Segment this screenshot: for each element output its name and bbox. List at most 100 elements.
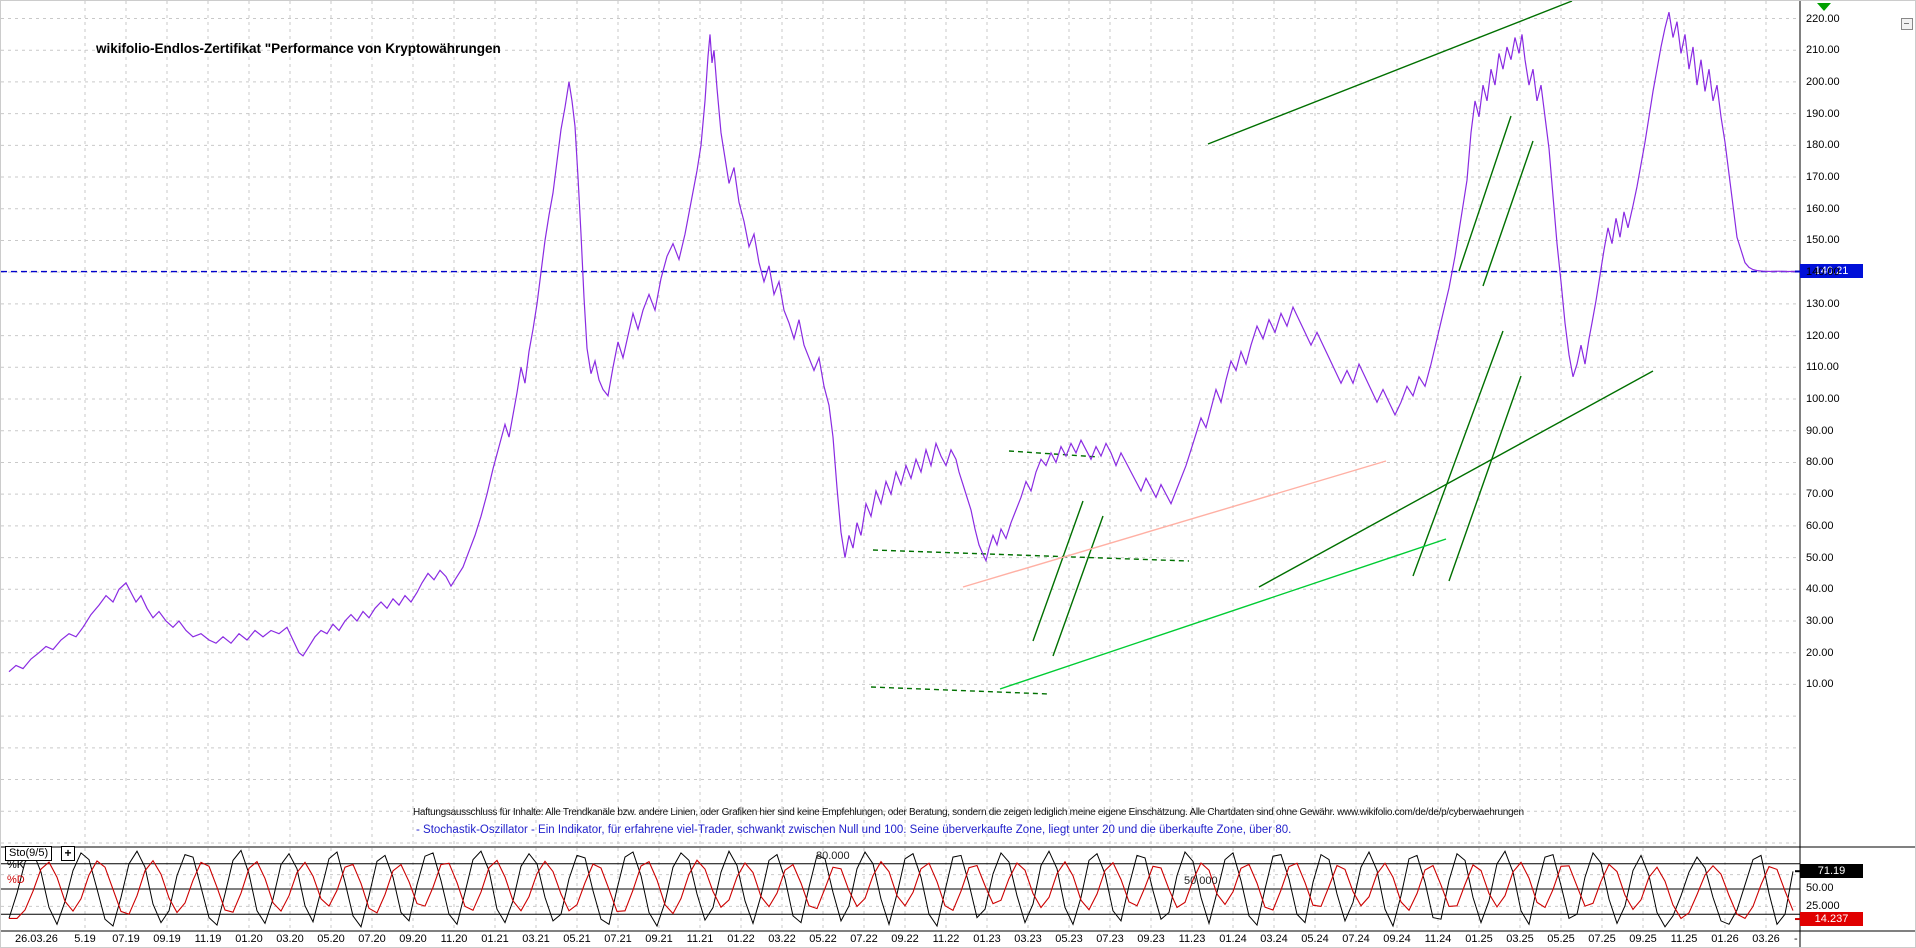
date-tick-label: 11.20 xyxy=(440,933,468,945)
trend-line-dark_green xyxy=(1448,375,1522,582)
trend-line-bright_green xyxy=(999,538,1447,690)
price-tick-label: 30.00 xyxy=(1806,614,1834,627)
date-tick-label: 01.23 xyxy=(973,933,1001,945)
minimize-icon[interactable] xyxy=(1901,18,1913,30)
date-tick-label: 07.22 xyxy=(850,933,878,945)
current-price-badge: 140.21 xyxy=(1800,264,1863,278)
price-line-series xyxy=(8,12,1795,673)
percent-d-value-badge: 14.237 xyxy=(1800,912,1863,926)
date-tick-label: 05.25 xyxy=(1547,933,1575,945)
disclaimer-text: Haftungsausschluss für Inhalte: Alle Tre… xyxy=(413,807,1524,818)
date-tick-label: 05.24 xyxy=(1301,933,1329,945)
price-tick-label: 60.00 xyxy=(1806,519,1834,532)
date-tick-label: 05.22 xyxy=(809,933,837,945)
green-triangle-marker xyxy=(1817,3,1831,11)
date-tick-label: 09.22 xyxy=(891,933,919,945)
trend-line-dark_green xyxy=(1032,500,1084,642)
date-tick-label: 03.21 xyxy=(522,933,550,945)
percent-k-legend: %K xyxy=(7,859,25,871)
price-tick-label: 170.00 xyxy=(1806,171,1840,184)
axis-end-label: - xyxy=(1794,933,1798,945)
date-tick-label: 07.21 xyxy=(604,933,632,945)
stochastic-axis-50-label: 50.00 xyxy=(1806,882,1834,894)
price-tick-label: 50.00 xyxy=(1806,551,1834,564)
price-tick-label: 90.00 xyxy=(1806,424,1834,437)
date-tick-label: 03.20 xyxy=(276,933,304,945)
date-tick-label: 11.24 xyxy=(1424,933,1452,945)
trend-line-dark_green xyxy=(1207,1,1573,145)
price-tick-label: 40.00 xyxy=(1806,583,1834,596)
date-tick-label: 07.19 xyxy=(112,933,140,945)
date-tick-label: 05.23 xyxy=(1055,933,1083,945)
date-tick-label: 11.21 xyxy=(686,933,714,945)
date-tick-label: 03.26 xyxy=(1752,933,1780,945)
trend-line-salmon xyxy=(962,460,1387,588)
date-tick-label: 09.21 xyxy=(645,933,673,945)
trend-line-dark_green xyxy=(870,686,1050,695)
date-tick-label: 03.24 xyxy=(1260,933,1288,945)
price-tick-label: 20.00 xyxy=(1806,646,1834,659)
date-tick-label: 09.19 xyxy=(153,933,181,945)
date-tick-label: 07.20 xyxy=(358,933,386,945)
axis-start-date-label: 26.03.26 xyxy=(15,933,58,945)
price-tick-label: 70.00 xyxy=(1806,488,1834,501)
stochastic-level-50-label: 50.000 xyxy=(1184,875,1218,887)
date-tick-label: 01.21 xyxy=(481,933,509,945)
date-tick-label: 01.24 xyxy=(1219,933,1247,945)
date-tick-label: 05.21 xyxy=(563,933,591,945)
chart-title: wikifolio-Endlos-Zertifikat "Performance… xyxy=(96,41,501,56)
date-tick-label: 03.22 xyxy=(768,933,796,945)
date-tick-label: 11.25 xyxy=(1670,933,1698,945)
price-tick-label: 120.00 xyxy=(1806,329,1840,342)
date-tick-label: 11.22 xyxy=(932,933,960,945)
trend-line-dark_green xyxy=(1458,115,1512,272)
date-tick-label: 01.20 xyxy=(235,933,263,945)
date-tick-label: 09.25 xyxy=(1629,933,1657,945)
date-tick-label: 01.26 xyxy=(1711,933,1739,945)
trend-line-dark_green xyxy=(1052,515,1104,657)
trend-line-dark_green xyxy=(1008,450,1100,458)
trend-line-dark_green xyxy=(872,549,1190,562)
price-tick-label: 100.00 xyxy=(1806,393,1840,406)
price-tick-label: 200.00 xyxy=(1806,75,1840,88)
date-tick-label: 09.23 xyxy=(1137,933,1165,945)
stochastic-indicator-label[interactable]: Sto(9/5) xyxy=(5,846,53,861)
date-tick-label: 07.25 xyxy=(1588,933,1616,945)
trend-line-dark_green xyxy=(1482,140,1534,287)
price-tick-label: 160.00 xyxy=(1806,202,1840,215)
stochastic-description-text: - Stochastik-Oszillator - Ein Indikator,… xyxy=(416,824,1292,836)
date-tick-label: 07.23 xyxy=(1096,933,1124,945)
date-tick-label: 11.23 xyxy=(1178,933,1206,945)
price-tick-label: 220.00 xyxy=(1806,12,1840,25)
price-tick-label: 190.00 xyxy=(1806,107,1840,120)
date-tick-label: 01.22 xyxy=(727,933,755,945)
price-tick-label: 180.00 xyxy=(1806,139,1840,152)
date-tick-label: 5.19 xyxy=(74,933,96,945)
price-tick-label: 10.00 xyxy=(1806,678,1834,691)
date-tick-label: 05.20 xyxy=(317,933,345,945)
date-tick-label: 07.24 xyxy=(1342,933,1370,945)
price-tick-label: 140.00 xyxy=(1806,266,1840,279)
stochastic-level-80-label: 80.000 xyxy=(816,850,850,862)
price-tick-label: 210.00 xyxy=(1806,44,1840,57)
stochastic-d-series xyxy=(9,859,1794,920)
trend-line-dark_green xyxy=(1412,330,1504,577)
date-tick-label: 11.19 xyxy=(194,933,222,945)
price-tick-label: 150.00 xyxy=(1806,234,1840,247)
stochastic-k-series xyxy=(8,849,1794,928)
date-tick-label: 01.25 xyxy=(1465,933,1493,945)
percent-k-value-badge: 71.19 xyxy=(1800,864,1863,878)
price-tick-label: 130.00 xyxy=(1806,297,1840,310)
date-tick-label: 09.24 xyxy=(1383,933,1411,945)
date-tick-label: 03.25 xyxy=(1506,933,1534,945)
date-tick-label: 09.20 xyxy=(399,933,427,945)
trend-line-dark_green xyxy=(1258,370,1654,588)
expand-plus-button[interactable]: + xyxy=(61,846,75,861)
price-tick-label: 80.00 xyxy=(1806,456,1834,469)
stochastic-axis-25-label: 25.000 xyxy=(1806,900,1840,912)
percent-d-legend: %D xyxy=(7,874,25,886)
date-tick-label: 03.23 xyxy=(1014,933,1042,945)
price-tick-label: 110.00 xyxy=(1806,361,1839,374)
